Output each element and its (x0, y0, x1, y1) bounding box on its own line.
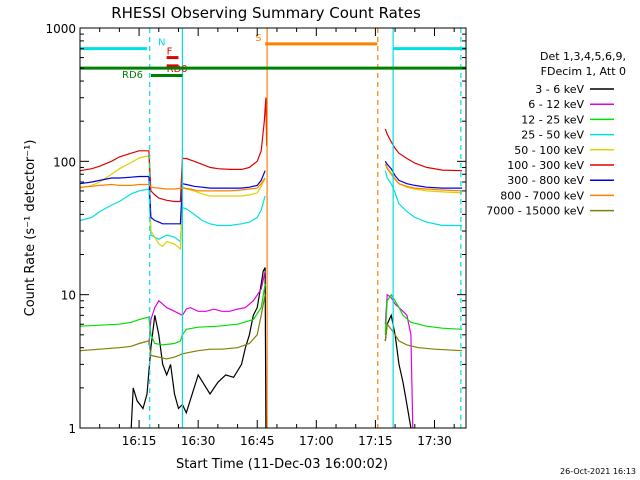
x-tick-label-0: 16:15 (122, 434, 157, 448)
legend-entry-label-6: 300 - 800 keV (507, 174, 584, 187)
legend-entry-label-4: 50 - 100 keV (514, 144, 584, 157)
legend-header-line-2: FDecim 1, Att 0 (541, 65, 626, 78)
x-tick-label-3: 17:00 (299, 434, 334, 448)
y-axis-label: Count Rate (s⁻¹ detector⁻¹) (23, 140, 38, 317)
x-axis-label: Start Time (11-Dec-03 16:00:02) (176, 457, 388, 472)
series-line-3 (79, 170, 463, 243)
flag-label-5: S (255, 33, 261, 44)
legend-entry-label-5: 100 - 300 keV (507, 159, 584, 172)
flag-label-0: N (158, 38, 165, 49)
series-line-0 (130, 267, 412, 429)
x-tick-label-1: 16:30 (181, 434, 216, 448)
plot-frame (79, 27, 467, 429)
axes: 16:15 16:30 16:45 17:00 17:15 17:30 1 10 100 1000 (45, 22, 466, 448)
flag-label-3: RD6 (122, 70, 143, 81)
y-tick-label-2: 100 (53, 155, 76, 169)
x-tick-label-2: 16:45 (240, 434, 275, 448)
y-tick-label-3: 1000 (45, 22, 76, 36)
legend-entry-label-7: 800 - 7000 keV (500, 189, 584, 202)
plot-area: NFRD0RD6S (79, 28, 466, 429)
flag-bars: NFRD0RD6S (80, 33, 466, 81)
legend-header-line-1: Det 1,3,4,5,6,9, (540, 50, 626, 63)
legend-entry-label-1: 6 - 12 keV (528, 98, 584, 111)
series-line-8 (79, 294, 463, 360)
timestamp-footer: 26-Oct-2021 16:13 (560, 467, 636, 476)
legend-entry-label-2: 12 - 25 keV (521, 113, 584, 126)
flag-label-1: F (167, 47, 173, 58)
legend-entry-label-0: 3 - 6 keV (535, 83, 584, 96)
x-tick-label-4: 17:15 (358, 434, 393, 448)
series-line-2 (79, 284, 463, 346)
series-line-4 (79, 155, 463, 251)
legend: Det 1,3,4,5,6,9, FDecim 1, Att 0 3 - 6 k… (486, 50, 626, 218)
series-line-5 (79, 97, 463, 203)
y-tick-label-0: 1 (68, 422, 76, 436)
y-tick-label-1: 10 (61, 289, 76, 303)
vertical-markers (149, 28, 462, 428)
legend-entry-label-3: 25 - 50 keV (521, 129, 584, 142)
series-line-6 (79, 160, 463, 225)
x-tick-label-5: 17:30 (417, 434, 452, 448)
chart-title: RHESSI Observing Summary Count Rates (111, 4, 421, 22)
series-line-7 (79, 164, 463, 192)
legend-entry-label-8: 7000 - 15000 keV (486, 205, 584, 218)
series-layer (79, 97, 463, 429)
